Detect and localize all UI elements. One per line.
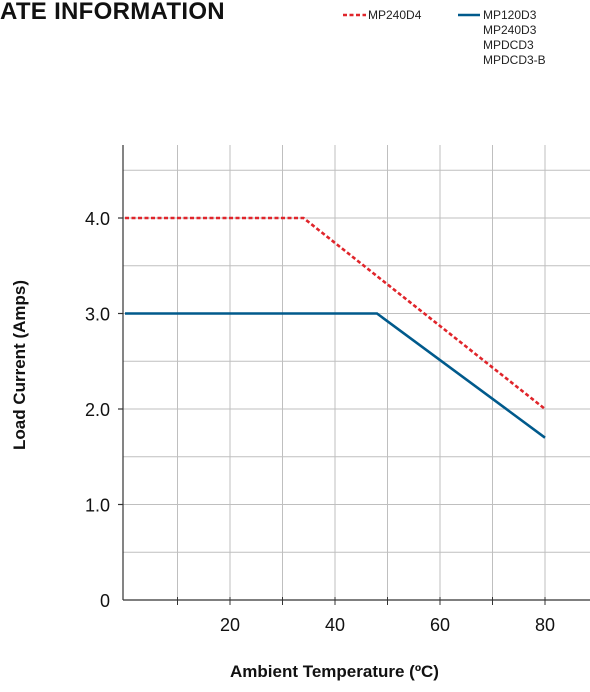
grid: [123, 145, 590, 600]
x-axis-label: Ambient Temperature (ºC): [230, 662, 439, 681]
series-line-1: [125, 216, 546, 411]
legend-label-2-line: MPDCD3-B: [483, 53, 546, 67]
axes: [118, 145, 590, 605]
series-line-2: [125, 312, 546, 439]
x-tick-label: 40: [325, 615, 345, 635]
legend-label-2-line: MPDCD3: [483, 38, 534, 52]
y-axis-label: Load Current (Amps): [10, 280, 29, 450]
y-tick-label: 3.0: [85, 305, 110, 325]
series: [125, 216, 546, 439]
y-tick-label: 2.0: [85, 400, 110, 420]
x-tick-label: 20: [220, 615, 240, 635]
y-tick-label: 1.0: [85, 496, 110, 516]
x-tick-label: 60: [430, 615, 450, 635]
y-tick-label: 4.0: [85, 209, 110, 229]
x-tick-label: 80: [535, 615, 555, 635]
legend-label-2-line: MP120D3: [483, 8, 537, 22]
legend-label-2-line: MP240D3: [483, 23, 537, 37]
chart-title: ATE INFORMATION: [0, 0, 225, 25]
tick-labels: 20 40 60 80 0 1.0 2.0 3.0 4.0: [85, 209, 555, 635]
y-tick-label: 0: [100, 591, 110, 611]
legend-label-1: MP240D4: [368, 8, 422, 22]
